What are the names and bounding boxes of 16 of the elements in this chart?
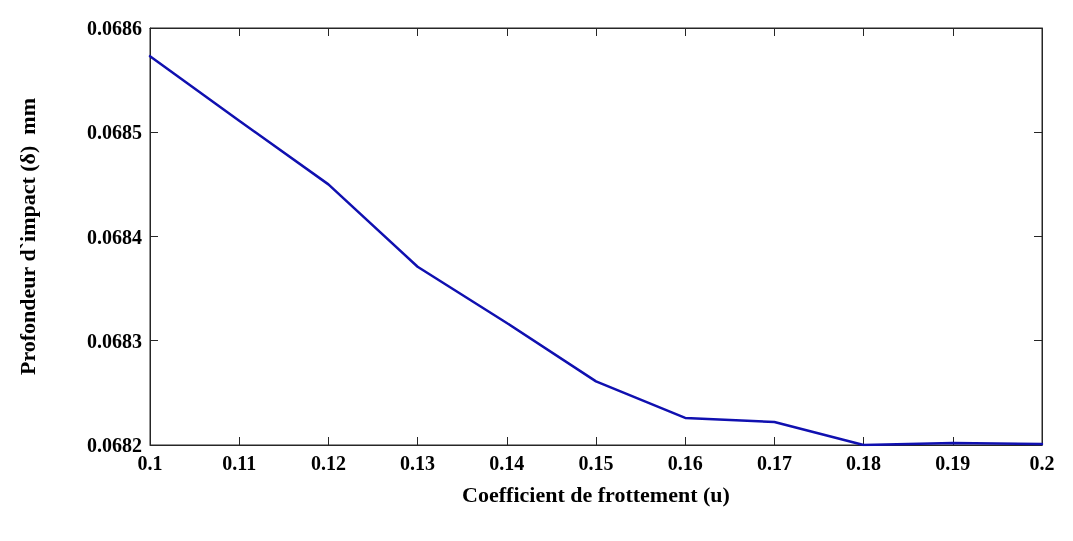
x-tick-label: 0.2 <box>1029 452 1055 474</box>
y-tick-label: 0.0686 <box>87 17 142 39</box>
x-axis-title: Coefficient de frottement (u) <box>462 481 730 507</box>
x-tick-label: 0.16 <box>667 452 703 474</box>
y-tick-label: 0.0683 <box>87 329 142 352</box>
x-tick-label: 0.17 <box>756 452 792 474</box>
x-tick-label: 0.11 <box>222 452 257 474</box>
x-tick-label: 0.14 <box>489 452 525 474</box>
y-axis-title: Profondeur d`impact (δ) mm <box>14 97 40 376</box>
y-tick-label: 0.0684 <box>87 225 142 248</box>
x-tick-label: 0.12 <box>310 452 346 474</box>
x-tick-label: 0.13 <box>400 452 436 474</box>
x-tick-label: 0.18 <box>846 452 882 474</box>
x-tick-label: 0.19 <box>935 452 971 474</box>
y-tick-label: 0.0685 <box>87 121 142 144</box>
x-tick-label: 0.15 <box>578 452 614 474</box>
